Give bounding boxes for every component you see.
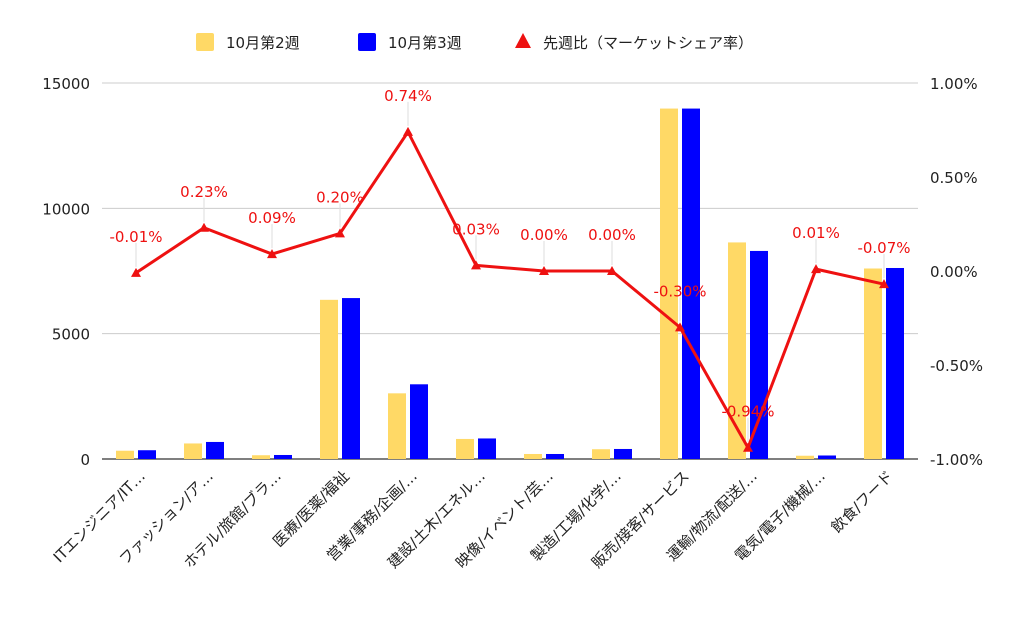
category-label: 飲食/フード: [827, 467, 896, 536]
right-axis-tick: 0.50%: [930, 169, 978, 187]
share-change-point: [675, 322, 685, 332]
right-axis-tick: -0.50%: [930, 357, 983, 375]
gridlines: [102, 82, 918, 460]
bar-week2: [116, 450, 134, 459]
bar-week2: [184, 443, 202, 459]
share-change-point: [335, 228, 345, 238]
bar-week3: [206, 441, 224, 459]
share-change-point: [471, 260, 481, 270]
bar-week3: [342, 298, 360, 459]
bar-week2: [456, 438, 474, 459]
left-axis-tick: 5000: [52, 326, 90, 344]
bar-week3: [546, 453, 564, 459]
legend-label-week2: 10月第2週: [226, 34, 300, 52]
bar-week2: [252, 455, 270, 459]
share-change-point: [403, 126, 413, 136]
left-axis: 0 5000 10000 15000: [42, 75, 90, 469]
share-change-point: [539, 266, 549, 275]
bar-week3: [410, 384, 428, 459]
bar-week2: [524, 453, 542, 459]
left-axis-tick: 10000: [42, 200, 90, 218]
bar-week3: [614, 448, 632, 459]
share-change-data-label: 0.74%: [384, 87, 432, 105]
share-change-point: [607, 266, 617, 275]
share-change-data-label: 0.09%: [248, 209, 296, 227]
share-change-data-label: 0.20%: [316, 188, 364, 206]
share-change-point: [743, 442, 753, 452]
share-change-point: [811, 264, 821, 274]
bar-week2: [592, 449, 610, 459]
legend: 10月第2週 10月第3週 先週比（マーケットシェア率）: [196, 33, 753, 52]
share-change-point: [267, 249, 277, 259]
right-axis-tick: 0.00%: [930, 263, 978, 281]
share-change-data-label: 0.01%: [792, 224, 840, 242]
bar-week3: [138, 450, 156, 459]
bars: [116, 108, 904, 460]
right-axis-tick: 1.00%: [930, 75, 978, 93]
bar-week3: [682, 108, 700, 460]
bar-week2: [728, 242, 746, 459]
share-change-data-label: -0.94%: [721, 403, 774, 421]
share-change-data-label: 0.00%: [520, 226, 568, 244]
share-change-point: [879, 279, 889, 289]
bar-week3: [886, 267, 904, 459]
left-axis-tick: 0: [80, 451, 90, 469]
share-change-polyline: [135, 130, 885, 450]
share-change-line: -0.01% 0.23% 0.09% 0.20% 0.74% 0.03% 0.00% 0.00…: [109, 87, 911, 452]
right-axis: -1.00% -0.50% 0.00% 0.50% 1.00%: [930, 75, 983, 469]
legend-swatch-week3: [358, 33, 376, 51]
share-change-data-label: -0.07%: [857, 239, 910, 257]
bar-week3: [274, 454, 292, 459]
category-axis: ITエンジニア/IT…ファッション/ア…ホテル/旅館/ブラ…医療/医薬/福祉営業…: [50, 467, 897, 572]
share-change-point: [131, 267, 141, 277]
left-axis-tick: 15000: [42, 75, 90, 93]
legend-triangle-icon: [515, 33, 531, 48]
bar-week2: [864, 268, 882, 459]
bar-week2: [796, 455, 814, 459]
bar-week2: [388, 393, 406, 459]
share-change-data-label: 0.00%: [588, 226, 636, 244]
bar-week3: [818, 455, 836, 459]
legend-label-share-change: 先週比（マーケットシェア率）: [543, 34, 753, 52]
bar-week2: [660, 108, 678, 460]
share-change-data-label: 0.03%: [452, 220, 500, 238]
legend-label-week3: 10月第3週: [388, 34, 462, 52]
bar-week2: [320, 299, 338, 459]
right-axis-tick: -1.00%: [930, 451, 983, 469]
bar-week3: [478, 438, 496, 459]
share-change-data-label: -0.01%: [109, 228, 162, 246]
legend-swatch-week2: [196, 33, 214, 51]
share-change-data-label: -0.30%: [653, 282, 706, 300]
share-change-point: [199, 222, 209, 232]
share-change-data-label: 0.23%: [180, 183, 228, 201]
bar-week3: [750, 250, 768, 459]
